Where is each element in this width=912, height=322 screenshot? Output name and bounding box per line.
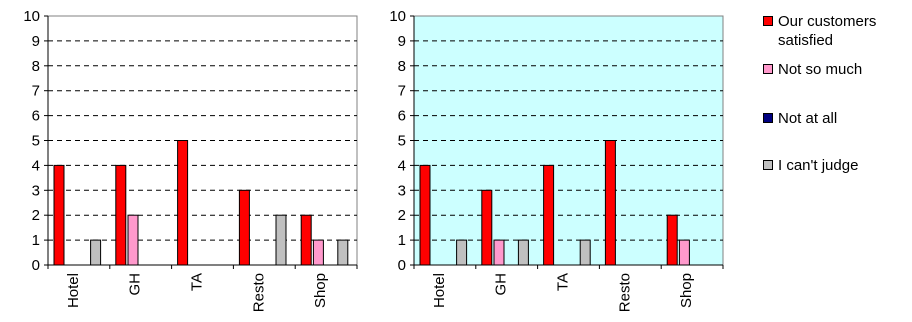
chart2-bar (419, 164, 431, 266)
chart1-y-tick-label: 8 (32, 58, 40, 75)
chart1-y-tick-label: 0 (32, 257, 40, 274)
chart2-bar (543, 164, 555, 266)
legend-swatch-not-so-much (763, 64, 773, 74)
chart1-bar (53, 164, 65, 266)
chart2-y-tick-label: 8 (398, 58, 406, 75)
legend-item-not-at-all: Not at all (763, 109, 908, 128)
chart2-x-tick-label: GH (493, 273, 510, 296)
chart1-bar (238, 189, 250, 266)
chart2-y-tick-label: 4 (398, 157, 406, 174)
chart1-bar (275, 214, 287, 266)
legend-item-satisfied: Our customers satisfied (763, 12, 908, 50)
chart1-bar (337, 239, 349, 266)
chart2-bar (493, 239, 505, 266)
chart2-bar (481, 189, 493, 266)
chart1-y-tick-label: 9 (32, 33, 40, 50)
chart2-y-tick-label: 9 (398, 33, 406, 50)
chart2-y-tick-label: 1 (398, 232, 406, 249)
legend-swatch-satisfied (763, 16, 773, 26)
chart1-y-tick-label: 6 (32, 108, 40, 125)
legend-item-not-so-much: Not so much (763, 60, 908, 79)
chart1-y-tick-label: 4 (32, 157, 40, 174)
chart2-bar (456, 239, 468, 266)
chart2-y-tick-label: 5 (398, 133, 406, 150)
legend-label-not-so-much: Not so much (778, 61, 863, 78)
legend-swatch-not-at-all (763, 113, 773, 123)
chart2-y-tick-label: 2 (398, 207, 406, 224)
chart1-x-tick-label: Hotel (65, 273, 82, 308)
chart2-x-tick-label: Shop (678, 273, 695, 308)
chart1-y-tick-label: 2 (32, 207, 40, 224)
legend-label-satisfied: Our customers satisfied (778, 13, 877, 49)
chart1-x-tick-label: TA (189, 273, 206, 291)
chart1-bar (90, 239, 102, 266)
chart2-bar (666, 214, 678, 266)
chart1-y-tick-label: 5 (32, 133, 40, 150)
legend-label-not-at-all: Not at all (778, 110, 838, 127)
legend-item-cant-judge: I can't judge (763, 156, 908, 175)
chart2-bar (604, 140, 616, 266)
chart1-y-tick-label: 1 (32, 232, 40, 249)
chart1-y-tick-label: 10 (23, 8, 40, 25)
chart2-y-tick-label: 3 (398, 182, 406, 199)
chart2-y-tick-label: 0 (398, 257, 406, 274)
chart2-bar (579, 239, 591, 266)
chart1-x-tick-label: GH (127, 273, 144, 296)
legend-label-cant-judge: I can't judge (778, 157, 859, 174)
chart2-x-tick-label: TA (555, 273, 572, 291)
chart2-y-tick-label: 10 (389, 8, 406, 25)
chart2-bar (517, 239, 529, 266)
chart2-y-tick-label: 6 (398, 108, 406, 125)
chart2-x-tick-label: Resto (616, 273, 633, 312)
chart2-bar (678, 239, 690, 266)
chart1-bar (312, 239, 324, 266)
chart1-y-tick-label: 3 (32, 182, 40, 199)
chart1-bar (127, 214, 139, 266)
chart1-bar (177, 140, 189, 266)
chart1-bar (300, 214, 312, 266)
chart1-bar (115, 164, 127, 266)
chart1-y-tick-label: 7 (32, 83, 40, 100)
chart2-y-tick-label: 7 (398, 83, 406, 100)
chart1-x-tick-label: Shop (312, 273, 329, 308)
chart1-x-tick-label: Resto (250, 273, 267, 312)
legend-swatch-cant-judge (763, 160, 773, 170)
chart2-x-tick-label: Hotel (431, 273, 448, 308)
